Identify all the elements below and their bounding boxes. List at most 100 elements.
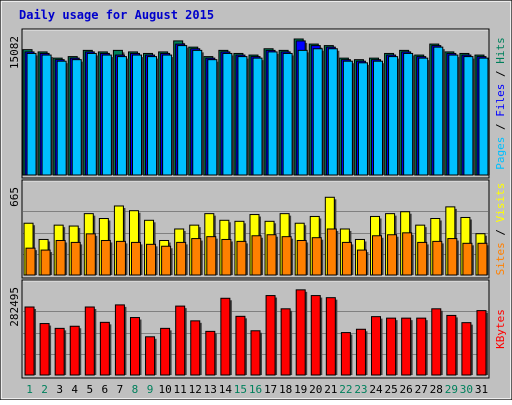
bar-sites-day-29 bbox=[447, 238, 458, 276]
bar-pages-day-10 bbox=[162, 54, 173, 176]
axis-label-part: KBytes bbox=[494, 309, 507, 349]
x-tick-label-day-10: 10 bbox=[158, 383, 171, 396]
chart-frame bbox=[1, 1, 511, 399]
x-tick-label-day-21: 21 bbox=[324, 383, 337, 396]
axis-label-part: / bbox=[494, 117, 507, 137]
bar-kbytes-day-21 bbox=[325, 297, 336, 376]
bar-kbytes-day-1 bbox=[24, 306, 35, 376]
bar-sites-day-31 bbox=[477, 242, 488, 276]
bar-kbytes-day-20 bbox=[310, 295, 321, 376]
axis-label-part: Files bbox=[494, 84, 507, 117]
bar-kbytes-day-3 bbox=[54, 327, 65, 376]
bar-pages-day-4 bbox=[71, 59, 82, 176]
bar-sites-day-16 bbox=[251, 235, 262, 276]
panel-axis-label: Pages / Files / Hits bbox=[494, 37, 507, 170]
bar-pages-day-3 bbox=[56, 60, 67, 176]
bar-kbytes-day-26 bbox=[401, 317, 412, 376]
bar-kbytes-day-29 bbox=[446, 314, 457, 376]
bar-sites-day-18 bbox=[281, 236, 292, 276]
bar-pages-day-26 bbox=[403, 52, 414, 176]
bar-kbytes-day-13 bbox=[205, 330, 216, 376]
bar-sites-day-22 bbox=[341, 241, 352, 276]
bar-pages-day-22 bbox=[342, 60, 353, 176]
bar-pages-day-14 bbox=[222, 52, 233, 176]
bar-kbytes-day-9 bbox=[145, 336, 156, 376]
x-tick-label-day-23: 23 bbox=[354, 383, 367, 396]
bar-kbytes-day-25 bbox=[386, 317, 397, 376]
bar-pages-day-9 bbox=[147, 56, 158, 176]
x-tick-label-day-18: 18 bbox=[279, 383, 292, 396]
x-tick-label-day-15: 15 bbox=[234, 383, 247, 396]
bar-kbytes-day-10 bbox=[160, 327, 171, 376]
panel-hits-files-pages: 15082 Pages / Files / Hits bbox=[8, 28, 507, 179]
bar-pages-day-16 bbox=[252, 57, 263, 176]
axis-label-part: Hits bbox=[494, 37, 507, 64]
bar-pages-day-12 bbox=[192, 49, 203, 176]
bar-sites-day-17 bbox=[266, 234, 277, 276]
bar-pages-day-2 bbox=[41, 54, 52, 176]
x-tick-label-day-19: 19 bbox=[294, 383, 307, 396]
bar-sites-day-27 bbox=[417, 241, 428, 276]
x-tick-label-day-31: 31 bbox=[475, 383, 488, 396]
y-max-label: 665 bbox=[8, 187, 21, 207]
bar-kbytes-day-27 bbox=[416, 317, 427, 376]
y-max-label: 15082 bbox=[8, 36, 21, 69]
bar-sites-day-24 bbox=[372, 235, 383, 276]
bar-sites-day-30 bbox=[462, 242, 473, 276]
bar-sites-day-25 bbox=[387, 234, 398, 276]
x-tick-label-day-2: 2 bbox=[41, 383, 48, 396]
x-tick-label-day-12: 12 bbox=[189, 383, 202, 396]
x-tick-label-day-28: 28 bbox=[430, 383, 443, 396]
bar-kbytes-day-12 bbox=[190, 320, 201, 376]
bar-kbytes-day-30 bbox=[461, 322, 472, 376]
bar-kbytes-day-2 bbox=[39, 323, 50, 376]
x-tick-label-day-13: 13 bbox=[204, 383, 217, 396]
bar-sites-day-5 bbox=[85, 233, 96, 276]
bar-kbytes-day-17 bbox=[265, 295, 276, 376]
bar-sites-day-13 bbox=[206, 236, 217, 276]
bar-sites-day-3 bbox=[55, 239, 66, 276]
x-tick-label-day-7: 7 bbox=[117, 383, 124, 396]
x-tick-label-day-6: 6 bbox=[102, 383, 109, 396]
bar-kbytes-day-14 bbox=[220, 297, 231, 376]
bar-kbytes-day-24 bbox=[371, 316, 382, 376]
bar-sites-day-14 bbox=[221, 238, 232, 276]
bar-pages-day-1 bbox=[26, 52, 37, 176]
panel-axis-label: KBytes bbox=[494, 309, 507, 349]
axis-label-part: Sites bbox=[494, 242, 507, 275]
bar-pages-day-11 bbox=[177, 45, 188, 176]
bar-pages-day-7 bbox=[116, 56, 127, 176]
bar-sites-day-7 bbox=[115, 240, 126, 276]
bar-sites-day-6 bbox=[100, 239, 111, 276]
panel-visits-sites: 665 Sites / Visits bbox=[8, 179, 507, 279]
bar-kbytes-day-11 bbox=[175, 305, 186, 376]
panel-axis-label: Sites / Visits bbox=[494, 183, 507, 276]
bar-kbytes-day-28 bbox=[431, 308, 442, 376]
bar-sites-day-20 bbox=[311, 237, 322, 276]
bar-kbytes-day-7 bbox=[114, 304, 125, 376]
x-tick-label-day-20: 20 bbox=[309, 383, 322, 396]
bar-pages-day-19 bbox=[297, 49, 308, 176]
x-tick-label-day-4: 4 bbox=[71, 383, 78, 396]
x-axis-tick-labels: 1 2 3 4 5 6 7 8 9 10 11 12 13 14 15 16 17 18 19 20 21 22 23 24 2… bbox=[26, 383, 488, 396]
bar-pages-day-8 bbox=[131, 54, 142, 176]
x-tick-label-day-1: 1 bbox=[26, 383, 33, 396]
axis-label-part: Visits bbox=[494, 183, 507, 223]
chart-panels: 15082 Pages / Files / Hits 665 Sites / Visi… bbox=[8, 28, 507, 379]
x-tick-label-day-29: 29 bbox=[445, 383, 458, 396]
bar-kbytes-day-4 bbox=[69, 325, 80, 376]
bar-pages-day-15 bbox=[237, 56, 248, 176]
bar-kbytes-day-18 bbox=[280, 308, 291, 376]
bar-pages-day-6 bbox=[101, 54, 112, 176]
bar-sites-day-28 bbox=[432, 240, 443, 276]
bar-kbytes-day-22 bbox=[340, 332, 351, 376]
bar-kbytes-day-16 bbox=[250, 330, 261, 376]
series-pages bbox=[26, 45, 490, 176]
x-tick-label-day-16: 16 bbox=[249, 383, 262, 396]
bar-sites-day-21 bbox=[326, 228, 337, 276]
x-tick-label-day-27: 27 bbox=[415, 383, 428, 396]
bar-kbytes-day-6 bbox=[99, 321, 110, 376]
bar-pages-day-24 bbox=[373, 60, 384, 176]
bar-pages-day-21 bbox=[327, 48, 338, 176]
